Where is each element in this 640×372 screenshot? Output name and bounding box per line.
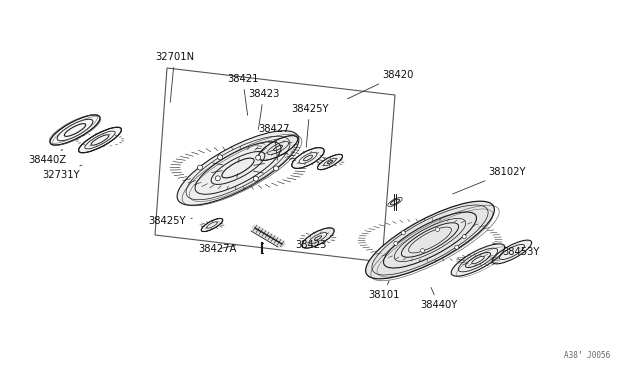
Circle shape (455, 245, 459, 249)
Ellipse shape (390, 199, 399, 205)
Text: 38421: 38421 (227, 74, 259, 115)
Text: 38102Y: 38102Y (452, 167, 525, 194)
Text: 38440Z: 38440Z (28, 150, 66, 165)
Ellipse shape (451, 244, 505, 276)
Circle shape (216, 176, 220, 181)
Ellipse shape (177, 131, 299, 205)
Text: 38440Y: 38440Y (420, 288, 457, 310)
Text: 38425Y: 38425Y (148, 216, 192, 226)
Ellipse shape (50, 115, 100, 145)
Ellipse shape (259, 136, 298, 160)
Text: 32731Y: 32731Y (42, 165, 82, 180)
Circle shape (401, 231, 405, 235)
Circle shape (420, 248, 424, 253)
Circle shape (198, 165, 202, 170)
Circle shape (435, 227, 440, 231)
Text: 38423: 38423 (295, 235, 326, 250)
Circle shape (273, 166, 278, 171)
Circle shape (255, 155, 260, 160)
Ellipse shape (317, 154, 342, 170)
Ellipse shape (492, 240, 532, 264)
Ellipse shape (201, 218, 223, 232)
Text: 32701N: 32701N (155, 52, 194, 102)
Text: A38’ J0056: A38’ J0056 (564, 351, 610, 360)
Ellipse shape (292, 148, 324, 169)
Text: 38101: 38101 (368, 280, 399, 300)
Circle shape (253, 176, 259, 181)
Text: 38427A: 38427A (198, 244, 236, 254)
Circle shape (218, 155, 223, 160)
Circle shape (462, 235, 466, 239)
Text: 38420: 38420 (348, 70, 413, 99)
Ellipse shape (79, 127, 122, 153)
Circle shape (394, 241, 398, 246)
Text: 38427: 38427 (258, 124, 289, 160)
Ellipse shape (302, 228, 334, 248)
Text: 38423: 38423 (248, 89, 280, 129)
Text: 38425Y: 38425Y (291, 104, 328, 147)
Ellipse shape (365, 201, 494, 279)
Text: 38453Y: 38453Y (493, 243, 540, 257)
